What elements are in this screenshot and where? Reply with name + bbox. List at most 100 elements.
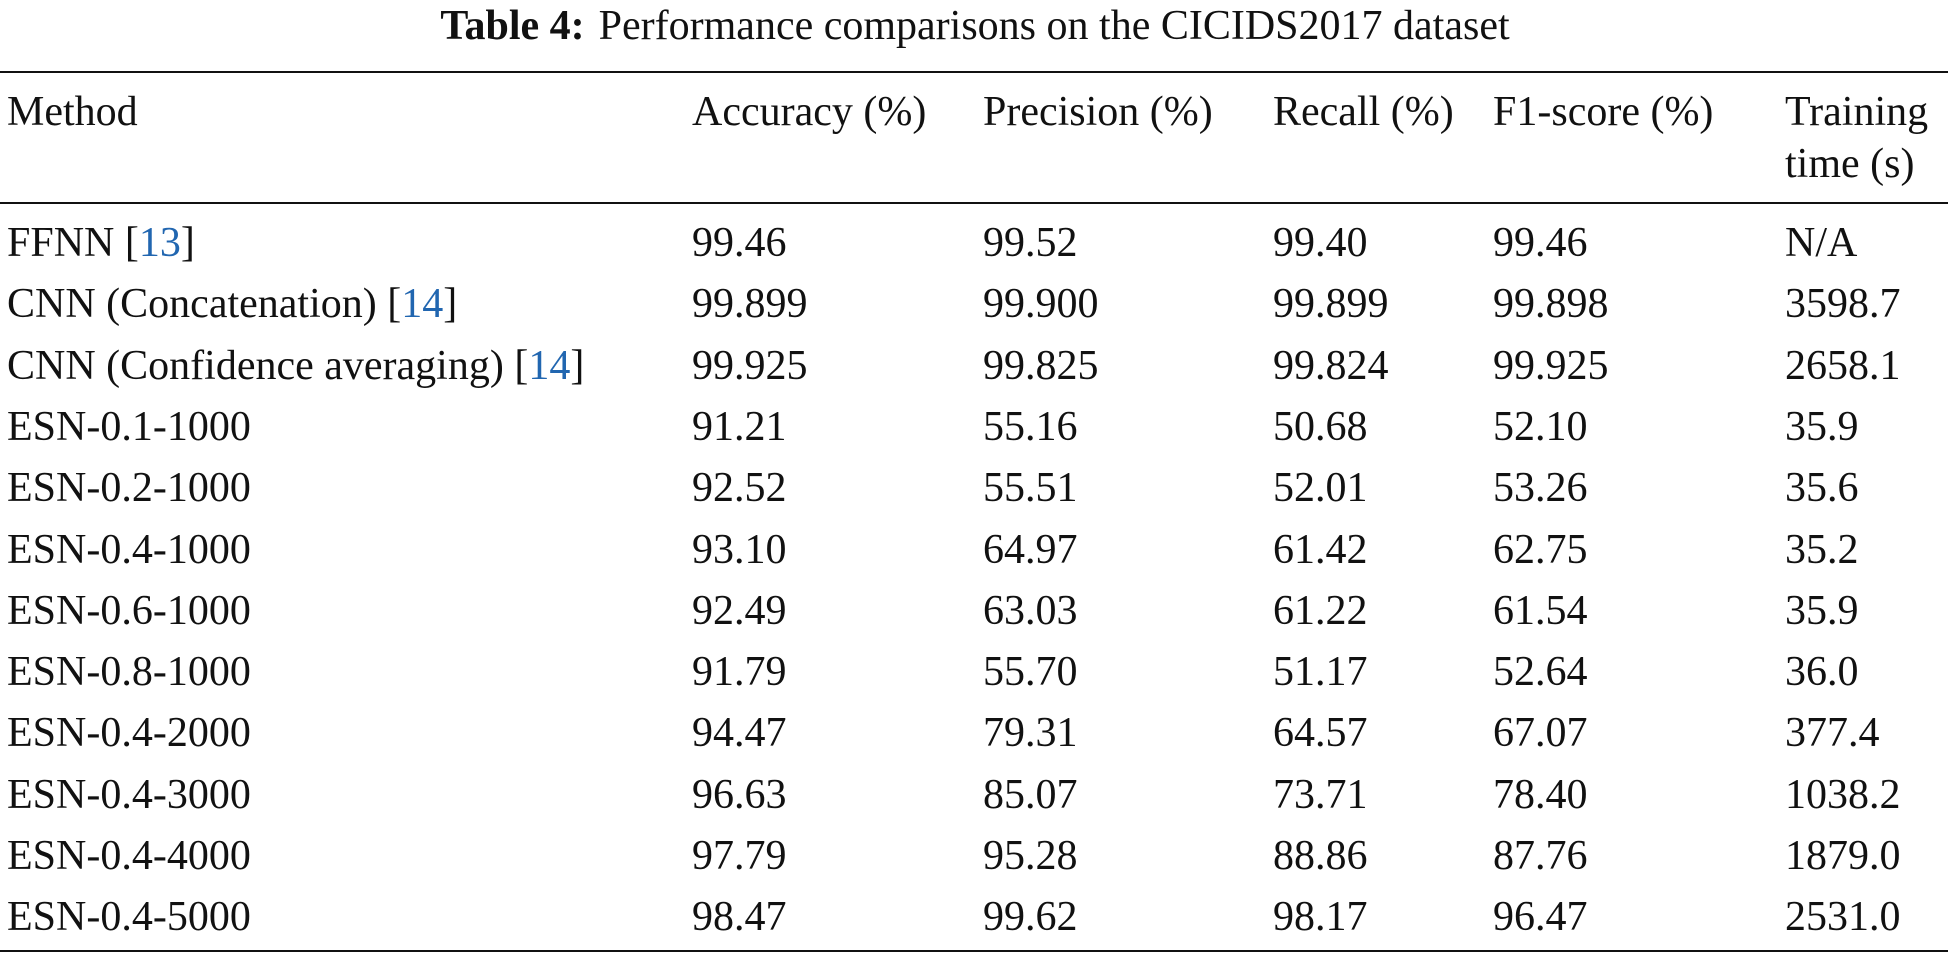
value-cell: 94.47 — [692, 710, 787, 757]
value-cell: 35.9 — [1785, 403, 1859, 450]
value-cell: 99.900 — [983, 281, 1099, 328]
caption-text: Performance comparisons on the CICIDS201… — [598, 3, 1510, 49]
value-cell: 99.62 — [983, 894, 1078, 941]
citation: 14 — [401, 281, 444, 328]
header-cell: Method — [7, 89, 138, 135]
value-cell: 1879.0 — [1785, 833, 1901, 879]
method-name: ESN-0.4-4000 — [7, 833, 251, 879]
header-rule — [0, 202, 1948, 204]
value-cell: 78.40 — [1493, 771, 1588, 818]
cite-open: [ — [514, 342, 529, 389]
value-cell: 61.22 — [1273, 587, 1368, 634]
value-cell: 98.17 — [1273, 894, 1368, 941]
value-cell: 85.07 — [983, 771, 1078, 818]
method-cell: CNN (Confidence averaging) [14] — [7, 342, 584, 390]
method-cell: ESN-0.4-3000 — [7, 771, 251, 819]
method-cell: ESN-0.2-1000 — [7, 464, 251, 512]
value-cell: 2658.1 — [1785, 342, 1901, 389]
value-cell: 92.52 — [692, 465, 787, 512]
value-cell: 99.40 — [1273, 220, 1368, 266]
value-cell: 64.97 — [983, 526, 1078, 573]
method-cell: ESN-0.4-5000 — [7, 893, 251, 941]
bottom-rule — [0, 950, 1948, 952]
method-name: ESN-0.2-1000 — [7, 465, 251, 512]
method-cell: CNN (Concatenation) [14] — [7, 280, 457, 328]
method-name: ESN-0.4-3000 — [7, 771, 251, 818]
cite-close: ] — [570, 342, 585, 389]
value-cell: 52.01 — [1273, 465, 1368, 512]
value-cell: 35.6 — [1785, 465, 1859, 512]
value-cell: 53.26 — [1493, 465, 1588, 512]
value-cell: 91.21 — [692, 403, 787, 450]
method-cell: ESN-0.4-2000 — [7, 709, 251, 757]
value-cell: 52.64 — [1493, 649, 1588, 696]
value-cell: 99.899 — [692, 281, 808, 328]
value-cell: 99.46 — [692, 220, 787, 266]
value-cell: 35.9 — [1785, 587, 1859, 634]
value-cell: 99.825 — [983, 342, 1099, 389]
value-cell: 99.824 — [1273, 342, 1389, 389]
citation: 13 — [138, 220, 181, 266]
value-cell: 55.16 — [983, 403, 1078, 450]
method-cell: FFNN [13] — [7, 219, 195, 267]
header-cell: Recall (%) — [1273, 89, 1454, 135]
value-cell: 64.57 — [1273, 710, 1368, 757]
value-cell: 98.47 — [692, 894, 787, 941]
value-cell: 99.925 — [1493, 342, 1609, 389]
value-cell: 61.42 — [1273, 526, 1368, 573]
method-cell: ESN-0.8-1000 — [7, 648, 251, 696]
value-cell: 67.07 — [1493, 710, 1588, 757]
value-cell: 62.75 — [1493, 526, 1588, 573]
method-cell: ESN-0.4-1000 — [7, 526, 251, 574]
value-cell: 92.49 — [692, 587, 787, 634]
cite-open: [ — [387, 281, 402, 328]
method-name: ESN-0.4-2000 — [7, 710, 251, 757]
caption-label: Table 4: — [440, 3, 585, 49]
header-cell: Training time (s) — [1785, 89, 1929, 187]
value-cell: 52.10 — [1493, 403, 1588, 450]
value-cell: 97.79 — [692, 833, 787, 879]
method-cell: ESN-0.6-1000 — [7, 587, 251, 635]
value-cell: 55.51 — [983, 465, 1078, 512]
value-cell: 95.28 — [983, 833, 1078, 879]
value-cell: 35.2 — [1785, 526, 1859, 573]
value-cell: 96.47 — [1493, 894, 1588, 941]
method-cell: ESN-0.4-4000 — [7, 832, 251, 880]
value-cell: 88.86 — [1273, 833, 1368, 879]
value-cell: 61.54 — [1493, 587, 1588, 634]
method-name: ESN-0.8-1000 — [7, 649, 251, 696]
value-cell: 73.71 — [1273, 771, 1368, 818]
value-cell: 99.52 — [983, 220, 1078, 266]
method-name: CNN (Concatenation) — [7, 281, 377, 328]
value-cell: 63.03 — [983, 587, 1078, 634]
value-cell: 377.4 — [1785, 710, 1880, 757]
cite-close: ] — [180, 220, 195, 266]
method-name: ESN-0.4-5000 — [7, 894, 251, 941]
method-name: ESN-0.6-1000 — [7, 587, 251, 634]
value-cell: 51.17 — [1273, 649, 1368, 696]
value-cell: 1038.2 — [1785, 771, 1901, 818]
value-cell: 87.76 — [1493, 833, 1588, 879]
value-cell: N/A — [1785, 220, 1858, 266]
header-cell: Precision (%) — [983, 89, 1213, 135]
value-cell: 99.899 — [1273, 281, 1389, 328]
value-cell: 55.70 — [983, 649, 1078, 696]
value-cell: 50.68 — [1273, 403, 1368, 450]
cite-close: ] — [443, 281, 458, 328]
value-cell: 96.63 — [692, 771, 787, 818]
value-cell: 93.10 — [692, 526, 787, 573]
method-name: ESN-0.1-1000 — [7, 403, 251, 450]
cite-open: [ — [124, 220, 139, 266]
value-cell: 79.31 — [983, 710, 1078, 757]
value-cell: 99.925 — [692, 342, 808, 389]
value-cell: 99.46 — [1493, 220, 1588, 266]
value-cell: 36.0 — [1785, 649, 1859, 696]
value-cell: 91.79 — [692, 649, 787, 696]
method-name: CNN (Confidence averaging) — [7, 342, 504, 389]
citation: 14 — [528, 342, 571, 389]
value-cell: 99.898 — [1493, 281, 1609, 328]
value-cell: 2531.0 — [1785, 894, 1901, 941]
table-caption: Table 4: Performance comparisons on the C… — [0, 2, 1950, 50]
header-cell: Accuracy (%) — [692, 89, 927, 135]
